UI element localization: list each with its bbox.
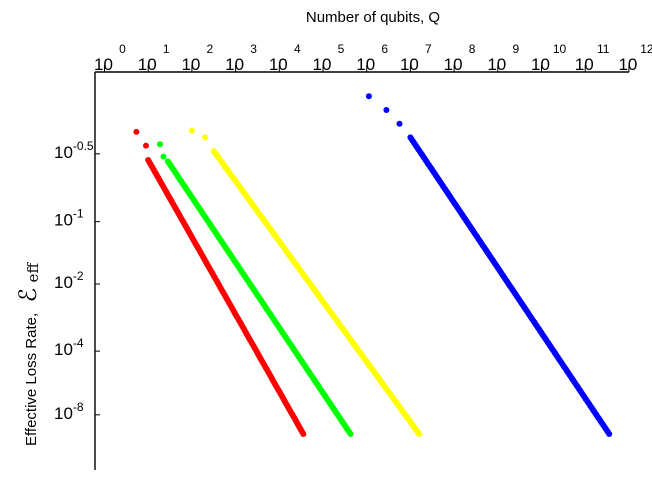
y-tick-label-base: 10	[54, 404, 73, 423]
x-tick-label-exponent: 8	[469, 42, 476, 56]
x-tick-label-base: 10	[531, 55, 550, 74]
x-tick-label-exponent: 1	[163, 42, 170, 56]
y-tick-label: 10-8	[54, 400, 84, 423]
x-tick-label-exponent: 10	[553, 42, 567, 56]
x-axis-title: Number of qubits, Q	[306, 9, 440, 26]
y-tick-label-exponent: -2	[73, 269, 84, 283]
data-point	[606, 431, 613, 437]
y-axis-title: Effective Loss Rate, ℰ eff	[14, 262, 42, 446]
x-tick-label-base: 10	[575, 55, 594, 74]
x-tick-label-base: 10	[313, 55, 332, 74]
series-4	[365, 93, 613, 437]
y-tick-label: 10-2	[54, 269, 84, 292]
y-tick-label-base: 10	[54, 273, 73, 292]
x-tick-label-base: 10	[618, 55, 637, 74]
y-tick-label-base: 10	[54, 211, 73, 230]
y-tick-label: 10-1	[54, 207, 84, 230]
data-point	[396, 120, 403, 127]
x-tick-label-exponent: 9	[512, 42, 519, 56]
data-point	[157, 141, 163, 148]
x-tick-label-exponent: 0	[119, 42, 126, 56]
x-tick-label-exponent: 6	[381, 42, 388, 56]
y-tick-label-exponent: -8	[73, 400, 84, 414]
x-tick-label-exponent: 12	[640, 42, 652, 56]
x-tick-label-base: 10	[487, 55, 506, 74]
x-tick-label-exponent: 5	[338, 42, 345, 56]
data-point	[365, 93, 372, 100]
data-point	[143, 142, 149, 149]
series-3	[188, 127, 423, 437]
data-point	[202, 134, 208, 141]
x-tick-label-exponent: 7	[425, 42, 432, 56]
x-tick-label-base: 10	[356, 55, 375, 74]
x-tick-label-base: 10	[138, 55, 157, 74]
data-point	[160, 153, 167, 160]
x-tick-label-base: 10	[400, 55, 419, 74]
y-tick-label-exponent: -0.5	[73, 139, 94, 153]
x-tick-label-base: 10	[269, 55, 288, 74]
data-point	[300, 431, 307, 437]
x-axis-ticks: 1001011021031041051061071081091010101110…	[94, 42, 652, 74]
y-tick-label-base: 10	[54, 143, 73, 162]
series-2	[157, 141, 354, 437]
y-tick-label-base: 10	[54, 340, 73, 359]
y-axis-title-symbol: ℰ	[14, 288, 42, 303]
x-tick-label-base: 10	[94, 55, 113, 74]
x-tick-label-base: 10	[444, 55, 463, 74]
data-series	[133, 93, 613, 437]
x-tick-label-exponent: 3	[250, 42, 257, 56]
y-tick-label-exponent: -1	[73, 207, 84, 221]
y-axis-ticks: 10-0.510-110-210-410-8	[54, 139, 100, 423]
data-point	[383, 107, 390, 113]
data-point	[188, 127, 195, 134]
data-point	[133, 128, 140, 135]
y-tick-label: 10-0.5	[54, 139, 94, 162]
y-axis-title-subscript: eff	[24, 262, 42, 283]
x-tick-label-exponent: 2	[207, 42, 214, 56]
y-tick-label-exponent: -4	[73, 336, 84, 350]
y-axis-title-text: Effective Loss Rate,	[23, 313, 40, 446]
x-tick-label-exponent: 4	[294, 42, 301, 56]
data-point	[416, 431, 423, 437]
x-tick-label-base: 10	[225, 55, 244, 74]
x-tick-label-exponent: 11	[597, 42, 610, 56]
y-tick-label: 10-4	[54, 336, 84, 359]
series-1	[133, 128, 307, 437]
data-point	[347, 431, 354, 437]
x-tick-label-base: 10	[181, 55, 200, 74]
